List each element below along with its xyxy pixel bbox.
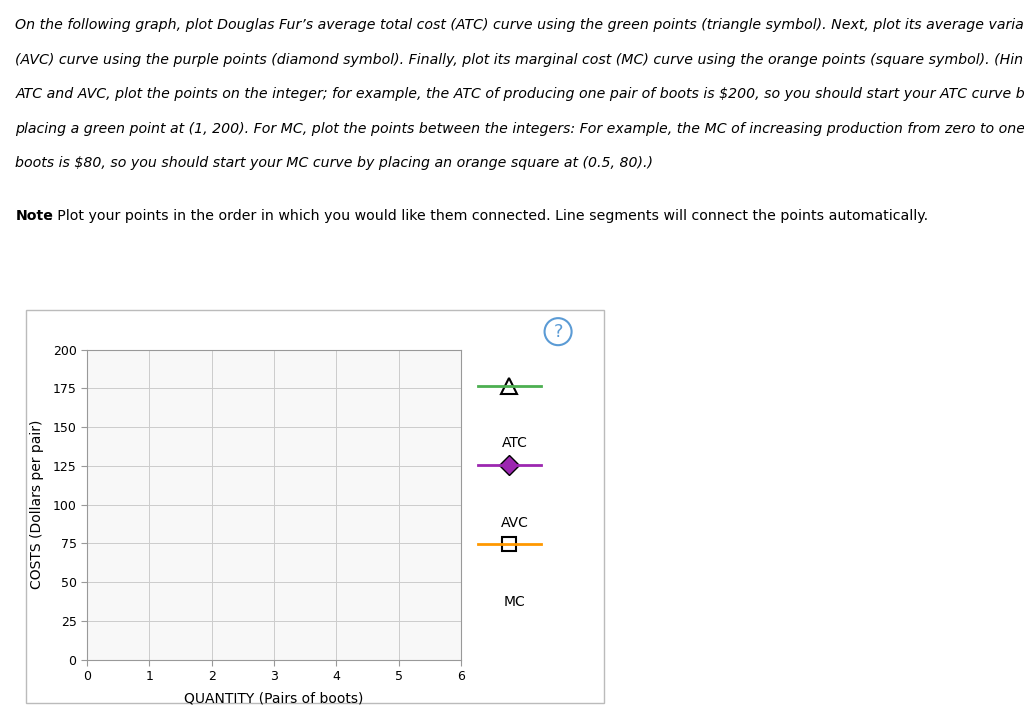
- Text: boots is $80, so you should start your MC curve by placing an orange square at (: boots is $80, so you should start your M…: [15, 156, 653, 170]
- Text: ATC: ATC: [502, 436, 527, 450]
- Text: placing a green point at (1, 200). For MC, plot the points between the integers:: placing a green point at (1, 200). For M…: [15, 122, 1024, 136]
- Text: : Plot your points in the order in which you would like them connected. Line seg: : Plot your points in the order in which…: [48, 209, 928, 223]
- Y-axis label: COSTS (Dollars per pair): COSTS (Dollars per pair): [31, 420, 44, 589]
- Text: (AVC) curve using the purple points (diamond symbol). Finally, plot its marginal: (AVC) curve using the purple points (dia…: [15, 53, 1024, 66]
- Text: On the following graph, plot Douglas Fur’s average total cost (ATC) curve using : On the following graph, plot Douglas Fur…: [15, 18, 1024, 32]
- Text: Note: Note: [15, 209, 53, 223]
- X-axis label: QUANTITY (Pairs of boots): QUANTITY (Pairs of boots): [184, 691, 364, 705]
- Text: ATC and AVC, plot the points on the integer; for example, the ATC of producing o: ATC and AVC, plot the points on the inte…: [15, 87, 1024, 101]
- Text: AVC: AVC: [501, 516, 528, 529]
- Text: ?: ?: [553, 323, 563, 340]
- Text: MC: MC: [504, 595, 525, 609]
